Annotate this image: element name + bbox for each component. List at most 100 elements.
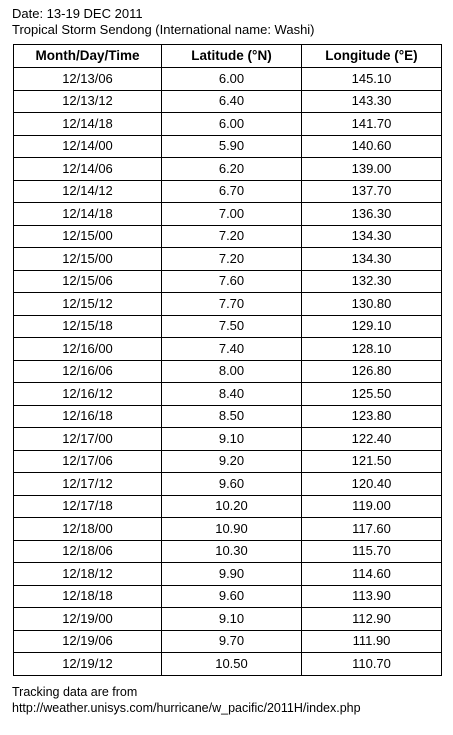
- table-row: 12/15/12 7.70 130.80: [13, 292, 442, 316]
- cell-datetime: 12/19/00: [13, 607, 162, 631]
- cell-latitude: 7.00: [161, 202, 302, 226]
- cell-datetime: 12/15/00: [13, 224, 162, 248]
- cell-latitude: 6.00: [161, 112, 302, 136]
- table-row: 12/18/06 10.30 115.70: [13, 539, 442, 563]
- cell-latitude: 6.00: [161, 67, 302, 91]
- cell-datetime: 12/17/06: [13, 449, 162, 473]
- cell-latitude: 9.10: [161, 607, 302, 631]
- cell-latitude: 10.90: [161, 517, 302, 541]
- cell-latitude: 10.50: [161, 652, 302, 676]
- cell-datetime: 12/18/06: [13, 539, 162, 563]
- table-row: 12/17/12 9.60 120.40: [13, 472, 442, 496]
- cell-longitude: 114.60: [301, 562, 442, 586]
- cell-longitude: 130.80: [301, 292, 442, 316]
- column-header-longitude: Longitude (°E): [301, 44, 442, 68]
- column-header-latitude: Latitude (°N): [161, 44, 302, 68]
- table-row: 12/16/18 8.50 123.80: [13, 404, 442, 428]
- cell-datetime: 12/16/06: [13, 359, 162, 383]
- table-row: 12/14/06 6.20 139.00: [13, 157, 442, 181]
- cell-datetime: 12/19/12: [13, 652, 162, 676]
- cell-datetime: 12/14/18: [13, 112, 162, 136]
- table-row: 12/13/12 6.40 143.30: [13, 89, 442, 113]
- cell-longitude: 132.30: [301, 269, 442, 293]
- cell-latitude: 7.20: [161, 224, 302, 248]
- cell-longitude: 120.40: [301, 472, 442, 496]
- cell-latitude: 5.90: [161, 134, 302, 158]
- storm-title: Tropical Storm Sendong (International na…: [12, 22, 315, 37]
- cell-longitude: 112.90: [301, 607, 442, 631]
- cell-datetime: 12/17/00: [13, 427, 162, 451]
- cell-longitude: 141.70: [301, 112, 442, 136]
- cell-longitude: 140.60: [301, 134, 442, 158]
- cell-longitude: 143.30: [301, 89, 442, 113]
- cell-longitude: 121.50: [301, 449, 442, 473]
- table-row: 12/13/06 6.00 145.10: [13, 67, 442, 91]
- cell-longitude: 139.00: [301, 157, 442, 181]
- cell-datetime: 12/18/18: [13, 584, 162, 608]
- table-row: 12/16/06 8.00 126.80: [13, 359, 442, 383]
- table-header-row: Month/Day/Time Latitude (°N) Longitude (…: [13, 44, 442, 68]
- table-row: 12/19/06 9.70 111.90: [13, 629, 442, 653]
- cell-longitude: 110.70: [301, 652, 442, 676]
- table-row: 12/16/12 8.40 125.50: [13, 382, 442, 406]
- cell-latitude: 9.70: [161, 629, 302, 653]
- cell-longitude: 137.70: [301, 179, 442, 203]
- table-row: 12/15/06 7.60 132.30: [13, 269, 442, 293]
- cell-longitude: 119.00: [301, 494, 442, 518]
- cell-latitude: 7.20: [161, 247, 302, 271]
- cell-longitude: 136.30: [301, 202, 442, 226]
- cell-longitude: 115.70: [301, 539, 442, 563]
- cell-longitude: 113.90: [301, 584, 442, 608]
- table-row: 12/19/12 10.50 110.70: [13, 652, 442, 676]
- cell-longitude: 126.80: [301, 359, 442, 383]
- cell-latitude: 7.50: [161, 314, 302, 338]
- table-row: 12/14/18 7.00 136.30: [13, 202, 442, 226]
- cell-longitude: 123.80: [301, 404, 442, 428]
- cell-latitude: 6.70: [161, 179, 302, 203]
- table-row: 12/15/00 7.20 134.30: [13, 224, 442, 248]
- table-row: 12/16/00 7.40 128.10: [13, 337, 442, 361]
- cell-datetime: 12/14/12: [13, 179, 162, 203]
- cell-datetime: 12/17/18: [13, 494, 162, 518]
- cell-datetime: 12/14/00: [13, 134, 162, 158]
- cell-latitude: 6.40: [161, 89, 302, 113]
- table-row: 12/17/00 9.10 122.40: [13, 427, 442, 451]
- cell-latitude: 7.40: [161, 337, 302, 361]
- source-note: Tracking data are from: [12, 685, 138, 699]
- table-body: 12/13/06 6.00 145.10 12/13/12 6.40 143.30 12/1…: [13, 67, 442, 676]
- cell-longitude: 134.30: [301, 247, 442, 271]
- cell-datetime: 12/15/12: [13, 292, 162, 316]
- table-row: 12/15/00 7.20 134.30: [13, 247, 442, 271]
- column-header-datetime: Month/Day/Time: [13, 44, 162, 68]
- cell-datetime: 12/19/06: [13, 629, 162, 653]
- cell-latitude: 8.40: [161, 382, 302, 406]
- cell-datetime: 12/17/12: [13, 472, 162, 496]
- cell-longitude: 122.40: [301, 427, 442, 451]
- table-row: 12/17/06 9.20 121.50: [13, 449, 442, 473]
- cell-longitude: 111.90: [301, 629, 442, 653]
- cell-longitude: 129.10: [301, 314, 442, 338]
- table-row: 12/15/18 7.50 129.10: [13, 314, 442, 338]
- cell-datetime: 12/15/06: [13, 269, 162, 293]
- cell-datetime: 12/16/18: [13, 404, 162, 428]
- cell-latitude: 9.60: [161, 472, 302, 496]
- cell-latitude: 7.70: [161, 292, 302, 316]
- cell-latitude: 10.20: [161, 494, 302, 518]
- cell-latitude: 10.30: [161, 539, 302, 563]
- table-row: 12/14/18 6.00 141.70: [13, 112, 442, 136]
- table-row: 12/14/00 5.90 140.60: [13, 134, 442, 158]
- cell-longitude: 134.30: [301, 224, 442, 248]
- table-row: 12/17/18 10.20 119.00: [13, 494, 442, 518]
- cell-latitude: 9.10: [161, 427, 302, 451]
- table-row: 12/14/12 6.70 137.70: [13, 179, 442, 203]
- cell-datetime: 12/18/12: [13, 562, 162, 586]
- cell-datetime: 12/13/06: [13, 67, 162, 91]
- document-header: Date: 13-19 DEC 2011 Tropical Storm Send…: [12, 6, 315, 38]
- cell-datetime: 12/18/00: [13, 517, 162, 541]
- cell-longitude: 125.50: [301, 382, 442, 406]
- cell-longitude: 128.10: [301, 337, 442, 361]
- cell-datetime: 12/16/12: [13, 382, 162, 406]
- document-footer: Tracking data are from http://weather.un…: [12, 684, 361, 716]
- table-row: 12/18/12 9.90 114.60: [13, 562, 442, 586]
- cell-datetime: 12/13/12: [13, 89, 162, 113]
